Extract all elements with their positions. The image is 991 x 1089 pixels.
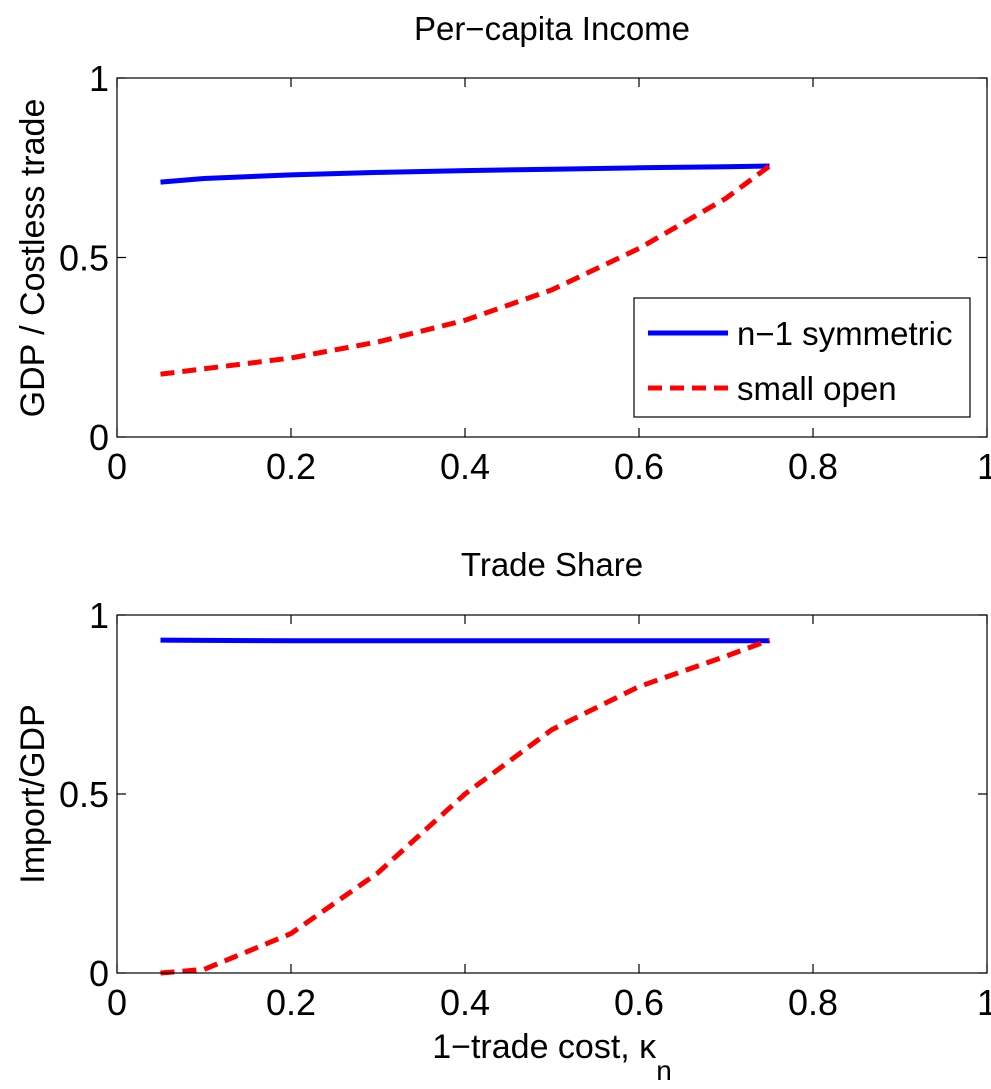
top-title: Per−capita Income: [414, 10, 690, 47]
top-xtick-label: 0.6: [614, 446, 664, 487]
bottom-xtick-label: 0: [107, 982, 127, 1023]
bottom-xtick-label: 0.2: [266, 982, 316, 1023]
legend-box: [633, 297, 971, 418]
top-ytick-label: 0.5: [59, 238, 109, 279]
bottom-xtick-label: 0.4: [440, 982, 490, 1023]
top-ytick-label: 0: [89, 417, 109, 458]
top-xtick-label: 0.4: [440, 446, 490, 487]
bottom-xtick-label: 0.6: [614, 982, 664, 1023]
top-ylabel: GDP / Costless trade: [14, 99, 52, 418]
top-xtick-label: 1: [977, 446, 991, 487]
top-plot-area: [160, 163, 771, 377]
top-series-small-open-line: [160, 163, 771, 377]
bottom-panel: Trade Share Import/GDP 0 0.2 0.4 0.6 0.8 1 0 0.…: [14, 546, 991, 1086]
top-xtick-label: 0: [107, 446, 127, 487]
bottom-ytick-label: 1: [89, 595, 109, 636]
bottom-ytick-label: 0: [89, 953, 109, 994]
bottom-xtick-label: 0.8: [788, 982, 838, 1023]
bottom-ytick-label: 0.5: [59, 774, 109, 815]
top-ytick-label: 1: [89, 58, 109, 99]
bottom-plot-area: [160, 637, 771, 976]
bottom-xlabel-subscript: n: [656, 1055, 672, 1086]
top-xtick-label: 0.8: [788, 446, 838, 487]
top-series-symmetric-line: [160, 163, 770, 185]
top-axes-box: [116, 77, 988, 438]
legend-label-symmetric: n−1 symmetric: [737, 315, 952, 352]
bottom-xlabel: 1−trade cost, κn: [432, 1028, 672, 1086]
bottom-tick-labels: 0 0.2 0.4 0.6 0.8 1 0 0.5 1: [59, 595, 991, 1023]
bottom-series-symmetric-line: [160, 637, 770, 644]
bottom-xlabel-main: 1−trade cost, κ: [432, 1028, 657, 1066]
top-tick-labels: 0 0.2 0.4 0.6 0.8 1 0 0.5 1: [59, 58, 991, 487]
bottom-ylabel: Import/GDP: [14, 704, 52, 883]
top-panel: Per−capita Income GDP / Costless trade 0…: [14, 10, 991, 487]
top-xtick-label: 0.2: [266, 446, 316, 487]
legend-label-small-open: small open: [737, 370, 897, 407]
bottom-axes-box: [116, 614, 988, 974]
legend: n−1 symmetric small open: [633, 297, 971, 418]
bottom-series-small-open-line: [160, 637, 771, 976]
bottom-title: Trade Share: [461, 546, 643, 583]
bottom-xtick-label: 1: [977, 982, 991, 1023]
